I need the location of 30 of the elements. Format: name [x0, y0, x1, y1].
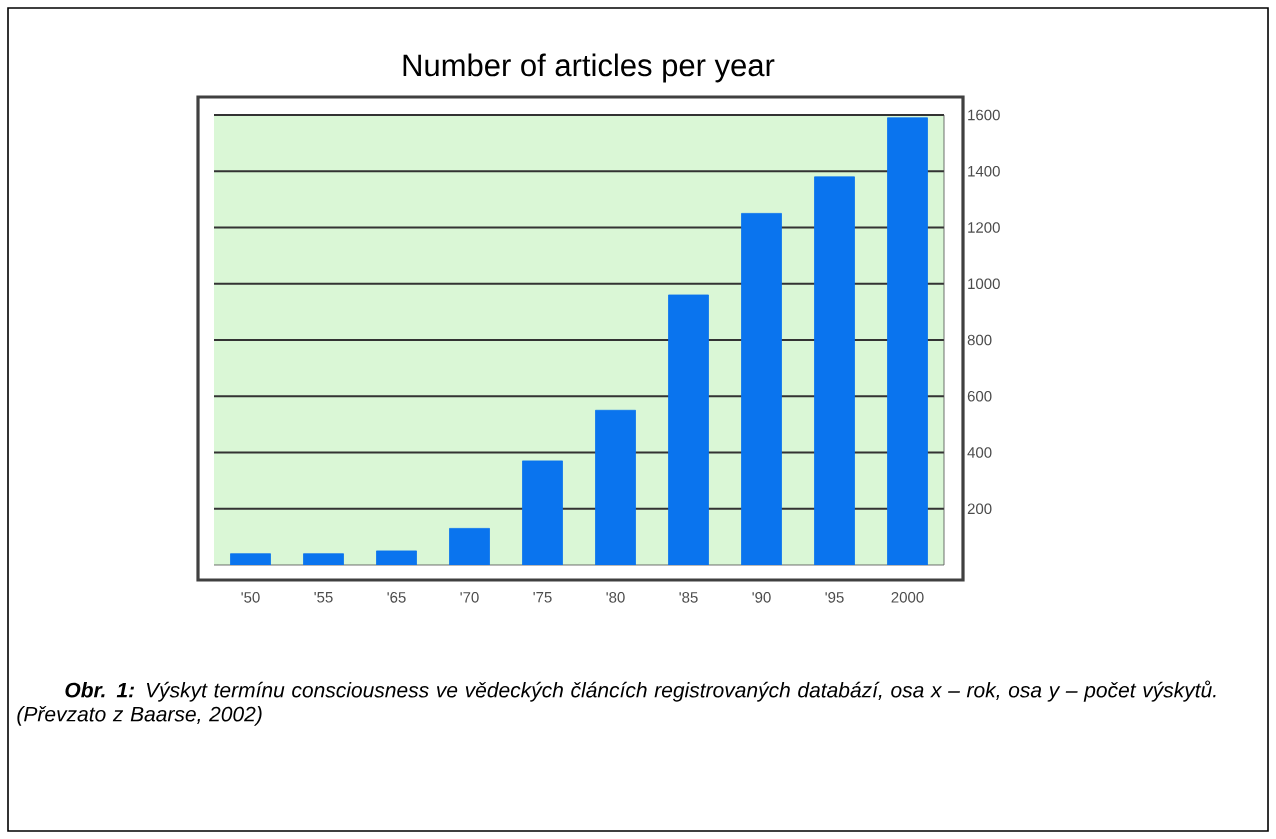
bar [230, 553, 271, 565]
text: Obr. 1: Výskyt termínu consciousness ve vědeckých článcích registrovaných databází, osa x – rok, osa y – počet výskytů. (Převzato z Baarse, 2002) [17, 680, 1216, 726]
x-tick-label: '85 [679, 592, 698, 603]
y-tick-label: 1000 [968, 278, 1000, 290]
bar [376, 550, 417, 565]
x-tick-label: '90 [752, 592, 771, 603]
y-tick-label: 1200 [968, 222, 1000, 233]
bar [595, 409, 636, 565]
bar [522, 460, 563, 565]
bar [814, 176, 855, 565]
y-tick-label: 800 [967, 334, 992, 346]
x-tick-label: '70 [460, 592, 479, 603]
x-tick-label: '50 [241, 592, 260, 603]
bar [741, 213, 782, 565]
x-tick-label: '55 [314, 592, 333, 603]
y-tick-label: 200 [967, 503, 992, 515]
y-tick-label: 1400 [968, 165, 1000, 177]
y-tick-label: 400 [967, 447, 992, 458]
chart-title: Number of articles per year [403, 53, 775, 83]
y-tick-label: 1600 [968, 109, 1000, 121]
x-tick-label: 2000 [891, 592, 924, 603]
bar [449, 528, 490, 565]
bar [303, 553, 344, 565]
x-tick-label: '75 [533, 592, 552, 603]
x-tick-label: '80 [606, 592, 625, 603]
bar [668, 294, 709, 565]
bar [887, 117, 928, 565]
x-tick-label: '65 [387, 592, 406, 603]
x-tick-label: '95 [825, 592, 844, 603]
y-tick-label: 600 [967, 390, 992, 402]
